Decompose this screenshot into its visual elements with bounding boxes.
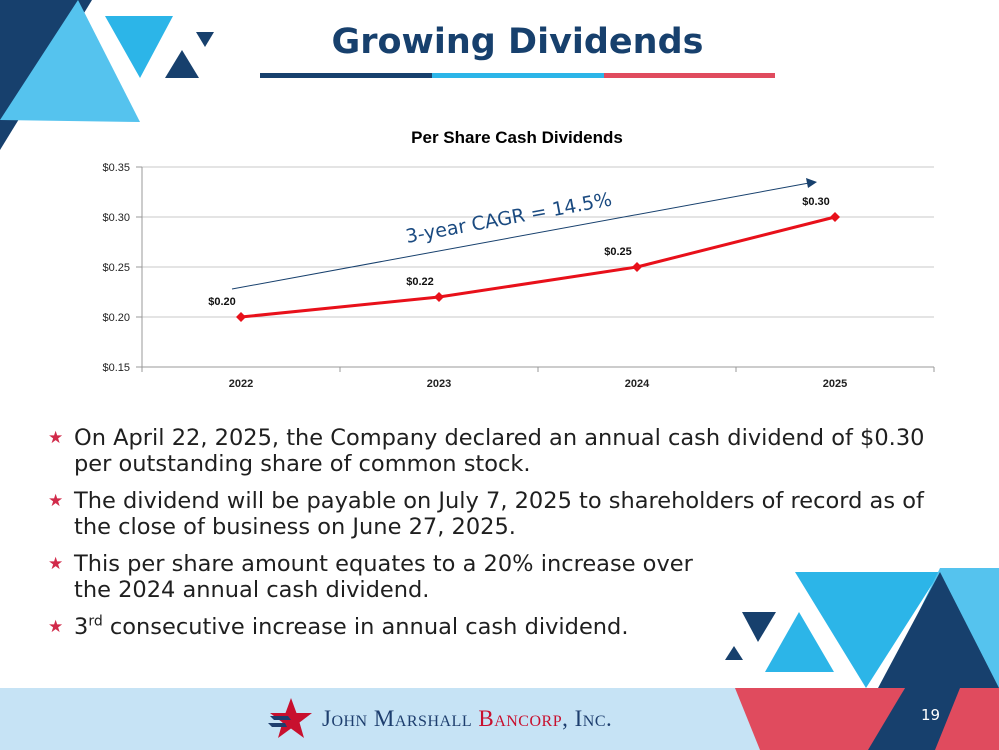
title-rule-red: [604, 73, 775, 78]
list-item: ★ The dividend will be payable on July 7,…: [48, 488, 928, 540]
deco-triangle: [105, 16, 173, 78]
deco-triangle: [0, 0, 140, 122]
x-tick-label: 2023: [427, 378, 451, 390]
data-label: $0.20: [208, 296, 236, 308]
list-item: ★ On April 22, 2025, the Company declared…: [48, 425, 928, 477]
data-label: $0.30: [802, 196, 830, 208]
bullet-text: This per share amount equates to a 20% i…: [74, 551, 693, 603]
dividend-chart: Per Share Cash Dividends $0.15 $0.20 $0.25…: [102, 128, 935, 390]
y-tick-label: $0.20: [102, 312, 130, 324]
deco-triangle: [742, 612, 776, 642]
y-tick-label: $0.15: [102, 362, 130, 374]
title-rule-blue: [432, 73, 604, 78]
title-rule-navy: [260, 73, 432, 78]
deco-triangle: [935, 688, 999, 750]
bullet-text: On April 22, 2025, the Company declared …: [74, 425, 925, 477]
x-tick-label: 2024: [625, 378, 650, 390]
logo-star-icon: [268, 698, 312, 738]
cagr-arrow: [231, 182, 810, 290]
bullet-text-pre: 3: [74, 614, 89, 640]
data-point: [236, 312, 246, 322]
bullet-text-post: consecutive increase in annual cash divi…: [102, 614, 629, 640]
company-logo: John Marshall Bancorp, Inc.: [268, 694, 612, 744]
bullet-text: The dividend will be payable on July 7, …: [74, 488, 924, 540]
star-icon: ★: [48, 428, 64, 448]
x-tick-label: 2022: [229, 378, 253, 390]
x-tick-label: 2025: [823, 378, 847, 390]
deco-triangle: [878, 572, 999, 688]
bullet-list: ★ On April 22, 2025, the Company declared…: [48, 425, 928, 651]
deco-triangle: [165, 50, 199, 78]
page-number: 19: [921, 706, 941, 724]
data-point: [434, 292, 444, 302]
star-icon: ★: [48, 617, 64, 637]
series-line: [240, 215, 836, 319]
star-icon: ★: [48, 554, 64, 574]
list-item: ★ This per share amount equates to a 20% …: [48, 551, 734, 603]
y-tick-label: $0.35: [102, 162, 130, 174]
deco-triangle: [795, 572, 940, 688]
y-tick-label: $0.25: [102, 262, 130, 274]
logo-text: John Marshall Bancorp, Inc.: [322, 706, 612, 732]
logo-text-blue: John Marshall: [322, 706, 473, 731]
bullet-text-sup: rd: [88, 613, 103, 630]
data-point: [632, 262, 642, 272]
data-point: [830, 212, 840, 222]
logo-text-tail: , Inc.: [562, 706, 613, 731]
cagr-arrowhead: [806, 178, 817, 188]
logo-text-red: Bancorp: [478, 706, 563, 731]
star-icon: ★: [48, 491, 64, 511]
data-label: $0.25: [604, 246, 632, 258]
deco-triangle: [735, 688, 905, 750]
data-label: $0.22: [406, 276, 434, 288]
page-title: Growing Dividends: [331, 22, 704, 62]
y-tick-label: $0.30: [102, 212, 130, 224]
deco-triangle: [765, 612, 834, 672]
list-item: ★ 3rd consecutive increase in annual cash…: [48, 614, 928, 640]
chart-title: Per Share Cash Dividends: [411, 128, 623, 147]
deco-triangle: [196, 32, 214, 47]
deco-triangle: [725, 646, 743, 660]
